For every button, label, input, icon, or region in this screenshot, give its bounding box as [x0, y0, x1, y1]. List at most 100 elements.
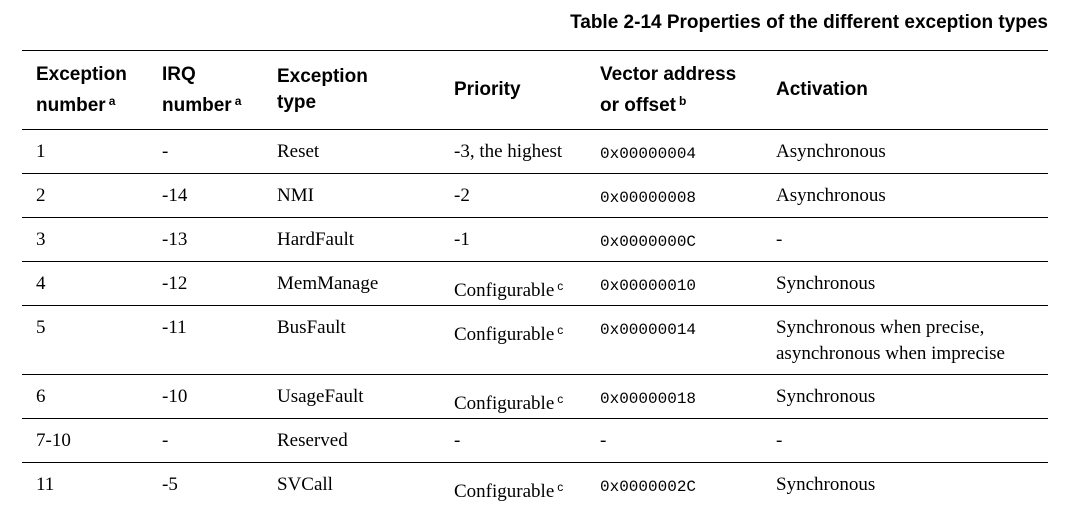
table-row: 5 -11 BusFault Configurable c 0x00000014 Synch… — [22, 305, 1048, 374]
cell-exception-type: MemManage — [277, 262, 378, 297]
cell-priority: -1 — [454, 218, 470, 253]
cell-irq-number-text: -11 — [162, 317, 187, 338]
cell-vector-address: 0x00000004 — [600, 130, 696, 167]
cell-exception-number-text: 7-10 — [36, 430, 71, 451]
exception-types-table: Exception number a IRQ number a Exception … — [22, 50, 1048, 509]
cell-priority-text: Configurable — [454, 324, 555, 345]
cell-exception-number-text: 1 — [36, 141, 46, 162]
cell-activation-text: asynchronous when imprecise — [776, 343, 1005, 364]
table-caption: Table 2-14 Properties of the different e… — [570, 12, 1048, 33]
cell-exception-type-text: UsageFault — [277, 386, 364, 407]
header-text: IRQ — [162, 63, 196, 85]
cell-irq-number-text: -13 — [162, 229, 188, 250]
cell-activation: Asynchronous — [776, 130, 886, 165]
cell-irq-number: -13 — [162, 218, 187, 253]
table-row: 2 -14 NMI -2 0x00000008 Asynchronous — [22, 173, 1048, 217]
cell-exception-type: SVCall — [277, 463, 333, 498]
cell-exception-number: 6 — [36, 375, 46, 410]
header-text: Vector address — [600, 63, 737, 85]
cell-irq-number: - — [162, 419, 168, 454]
cell-irq-number-text: -5 — [162, 474, 178, 495]
cell-priority-text: -1 — [454, 229, 470, 250]
header-exception-number: Exception number a — [36, 51, 127, 129]
cell-vector-address: 0x00000014 — [600, 306, 696, 343]
cell-exception-type-text: BusFault — [277, 317, 346, 338]
cell-vector-address-text: 0x00000008 — [600, 189, 697, 207]
cell-exception-number: 2 — [36, 174, 46, 209]
cell-irq-number: -14 — [162, 174, 187, 209]
cell-exception-type-text: NMI — [277, 185, 314, 206]
cell-exception-number: 7-10 — [36, 419, 71, 454]
footnote-marker: a — [108, 93, 116, 108]
table-row: 11 -5 SVCall Configurable c 0x0000002C Synchro… — [22, 462, 1048, 509]
header-text: number — [162, 94, 232, 116]
cell-exception-type: BusFault — [277, 306, 346, 341]
cell-priority-text: -3, the highest — [454, 141, 563, 162]
cell-priority: - — [454, 419, 460, 454]
cell-irq-number-text: -10 — [162, 386, 188, 407]
cell-activation: Asynchronous — [776, 174, 886, 209]
cell-vector-address: 0x00000018 — [600, 375, 696, 412]
cell-vector-address-text: 0x00000018 — [600, 390, 697, 408]
header-text: or offset — [600, 94, 676, 116]
cell-vector-address: 0x0000000C — [600, 218, 696, 255]
cell-exception-number: 5 — [36, 306, 46, 341]
cell-activation: - — [776, 218, 782, 253]
header-text: number — [36, 94, 106, 116]
cell-priority-text: Configurable — [454, 481, 555, 502]
cell-activation-text: Synchronous when precise, — [776, 317, 985, 338]
cell-exception-number: 4 — [36, 262, 46, 297]
cell-vector-address-text: 0x00000004 — [600, 145, 697, 163]
cell-activation: Synchronous — [776, 262, 875, 297]
cell-vector-address: 0x00000008 — [600, 174, 696, 211]
cell-exception-type: Reset — [277, 130, 319, 165]
cell-exception-number-text: 4 — [36, 273, 46, 294]
footnote-marker: c — [557, 480, 564, 494]
cell-exception-number-text: 5 — [36, 317, 46, 338]
cell-activation-text: Asynchronous — [776, 141, 886, 162]
cell-exception-type: HardFault — [277, 218, 354, 253]
cell-priority-text: -2 — [454, 185, 470, 206]
cell-exception-number: 11 — [36, 463, 54, 498]
footnote-marker: c — [557, 323, 564, 337]
cell-activation-text: Asynchronous — [776, 185, 886, 206]
cell-vector-address-text: 0x0000000C — [600, 233, 697, 251]
cell-exception-type-text: Reset — [277, 141, 320, 162]
cell-vector-address-text: 0x00000010 — [600, 277, 697, 295]
cell-priority-text: Configurable — [454, 280, 555, 301]
cell-vector-address-text: 0x00000014 — [600, 321, 697, 339]
cell-irq-number: -11 — [162, 306, 187, 341]
table-header-row: Exception number a IRQ number a Exception … — [22, 50, 1048, 129]
cell-activation-text: Synchronous — [776, 474, 876, 495]
cell-irq-number: -10 — [162, 375, 187, 410]
header-text: Exception — [36, 63, 127, 85]
cell-irq-number-text: -12 — [162, 273, 188, 294]
cell-irq-number-text: - — [162, 430, 169, 451]
footnote-marker: a — [234, 93, 242, 108]
cell-priority-text: - — [454, 430, 461, 451]
table-row: 6 -10 UsageFault Configurable c 0x00000018 Syn… — [22, 374, 1048, 418]
header-priority: Priority — [454, 79, 521, 100]
cell-priority-text: Configurable — [454, 393, 555, 414]
cell-exception-number-text: 6 — [36, 386, 46, 407]
table-row: 4 -12 MemManage Configurable c 0x00000010 Sync… — [22, 261, 1048, 305]
cell-exception-type: Reserved — [277, 419, 348, 454]
cell-activation: - — [776, 419, 782, 454]
cell-irq-number: -5 — [162, 463, 178, 498]
cell-vector-address: - — [600, 419, 606, 454]
table-row: 1 - Reset -3, the highest 0x00000004 Asynchro… — [22, 129, 1048, 173]
cell-activation-text: - — [776, 430, 783, 451]
footnote-marker: b — [679, 93, 687, 108]
header-exception-type: Exception type — [277, 51, 368, 129]
cell-activation-text: - — [776, 229, 783, 250]
cell-exception-type-text: SVCall — [277, 474, 333, 495]
footnote-marker: c — [557, 279, 564, 293]
cell-activation-text: Synchronous — [776, 273, 876, 294]
cell-activation: Synchronous — [776, 463, 875, 498]
cell-exception-number-text: 11 — [36, 474, 55, 495]
cell-vector-address-text: 0x0000002C — [600, 478, 697, 496]
cell-activation-text: Synchronous — [776, 386, 876, 407]
cell-irq-number: - — [162, 130, 168, 165]
cell-priority: -3, the highest — [454, 130, 562, 165]
cell-vector-address: 0x0000002C — [600, 463, 696, 500]
